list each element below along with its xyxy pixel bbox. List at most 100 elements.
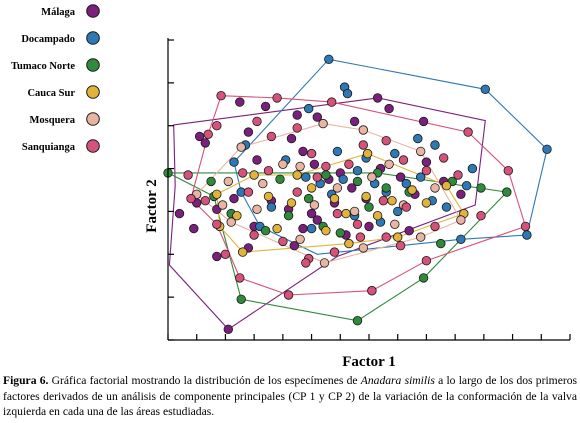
point-cauca-sur [212,189,222,200]
point-mosquera [226,217,236,227]
point-sanquianga [301,258,311,268]
point-sanquianga [237,168,248,178]
point-docampado [480,84,491,95]
point-malaga [200,138,211,148]
point-cauca-sur [441,180,452,191]
point-tumaco-norte [502,187,512,197]
point-docampado [390,148,400,159]
point-tumaco-norte [335,228,346,238]
point-malaga [418,116,429,127]
point-sanquianga [367,286,377,296]
point-sanquianga [321,161,331,172]
point-mosquera [258,178,268,189]
point-tumaco-norte [304,193,314,204]
point-cauca-sur [393,232,403,242]
point-docampado [456,234,466,245]
point-malaga [312,215,323,225]
point-malaga [456,189,466,200]
legend-marker-mosquera [86,112,100,126]
point-docampado [342,88,353,99]
caption-text-after: a lo largo de los dos primeros factores … [3,374,578,418]
point-cauca-sur [341,208,351,219]
point-sanquianga [381,135,391,146]
x-axis-label: Factor 1 [342,354,395,370]
point-malaga [194,131,205,142]
point-docampado [301,172,311,182]
point-cauca-sur [372,210,383,221]
caption-label: Figura 6. [3,374,49,387]
point-cauca-sur [387,195,397,206]
point-sanquianga [503,165,514,176]
point-sanquianga [186,193,196,204]
point-docampado [332,146,343,157]
point-tumaco-norte [236,294,246,305]
point-malaga [312,112,323,122]
point-sanquianga [520,221,531,232]
point-sanquianga [263,165,274,176]
point-sanquianga [306,148,317,159]
point-malaga [243,127,254,137]
point-malaga [372,93,383,103]
point-docampado [393,206,403,217]
point-sanquianga [421,256,432,266]
point-malaga [347,183,357,193]
point-sanquianga [312,172,323,182]
point-sanquianga [329,247,340,257]
point-mosquera [252,204,262,215]
point-docampado [324,54,334,65]
point-sanquianga [292,187,302,197]
point-cauca-sur [272,223,282,234]
caption-species: Anadara similis [360,374,435,387]
legend-label-tumaco-norte: Tumaco Norte [11,61,75,72]
point-cauca-sur [237,247,248,257]
point-sanquianga [292,123,302,133]
point-sanquianga [401,202,412,212]
point-mosquera [217,200,228,210]
point-mosquera [319,258,330,268]
point-mosquera [318,118,328,129]
point-sanquianga [381,232,391,242]
point-tumaco-norte [283,210,294,221]
point-malaga [395,172,406,182]
point-cauca-sur [421,198,432,208]
point-malaga [384,103,394,114]
point-docampado [352,165,363,176]
point-sanquianga [327,97,337,107]
point-sanquianga [439,153,449,163]
point-tumaco-norte [275,174,285,185]
point-sanquianga [344,159,354,170]
point-tumaco-norte [476,183,486,193]
point-malaga [223,324,234,335]
point-malaga [189,223,199,234]
point-mosquera [390,219,400,230]
legend-label-malaga: Málaga [41,7,76,18]
point-malaga [229,193,239,204]
point-malaga [212,251,222,262]
point-sanquianga [332,208,343,219]
point-sanquianga [212,120,222,131]
point-sanquianga [266,131,277,142]
legend-label-sanquianga: Sanquianga [22,142,76,153]
point-cauca-sur [232,210,242,221]
point-sanquianga [216,90,226,101]
caption-text-before: Gráfica factorial mostrando la distribuc… [48,374,361,387]
point-mosquera [456,215,466,225]
point-mosquera [416,146,426,157]
point-tumaco-norte [364,202,374,212]
point-docampado [416,172,426,182]
point-mosquera [416,232,426,242]
point-sanquianga [200,195,211,206]
point-malaga [364,221,374,232]
point-mosquera [358,243,369,253]
point-docampado [229,157,239,167]
point-cauca-sur [321,225,331,236]
point-malaga [298,146,308,157]
axes [167,38,571,341]
point-sanquianga [243,187,254,197]
legend-label-mosquera: Mosquera [30,115,76,126]
point-malaga [235,97,245,107]
point-sanquianga [355,232,366,242]
point-sanquianga [430,221,440,232]
point-sanquianga [252,116,262,127]
point-mosquera [309,200,320,210]
